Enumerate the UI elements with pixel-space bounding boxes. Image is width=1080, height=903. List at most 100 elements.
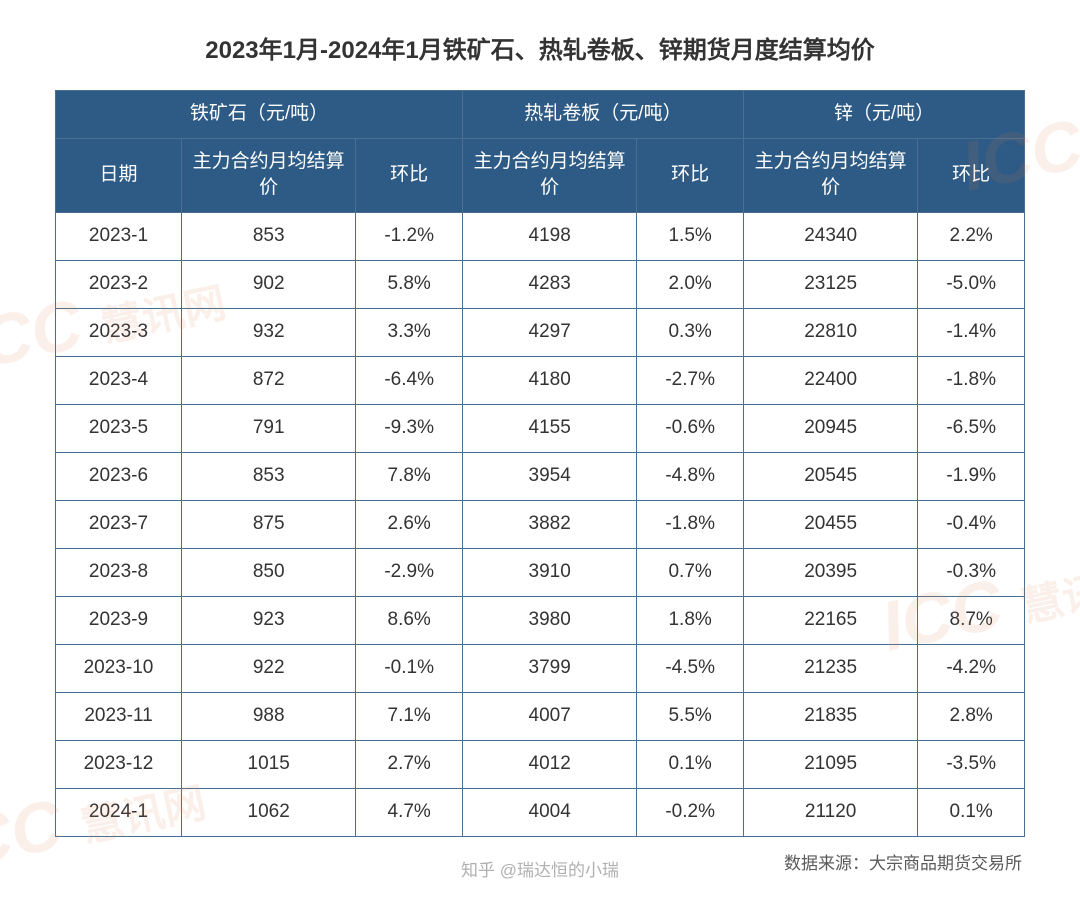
table-row: 2023-29025.8%42832.0%23125-5.0% xyxy=(56,260,1025,308)
table-cell: 3882 xyxy=(462,500,636,548)
group-header-row: 铁矿石（元/吨） 热轧卷板（元/吨） 锌（元/吨） xyxy=(56,91,1025,139)
table-cell: 8.7% xyxy=(918,596,1025,644)
table-cell: 850 xyxy=(181,548,355,596)
table-cell: 0.1% xyxy=(918,788,1025,836)
table-cell: 22400 xyxy=(743,356,917,404)
table-cell: -4.5% xyxy=(637,644,744,692)
group-header-zinc: 锌（元/吨） xyxy=(743,91,1024,139)
table-cell: 1.8% xyxy=(637,596,744,644)
table-cell: 7.1% xyxy=(356,692,463,740)
table-cell: 3799 xyxy=(462,644,636,692)
table-cell: 2023-5 xyxy=(56,404,182,452)
table-cell: 902 xyxy=(181,260,355,308)
table-cell: 5.5% xyxy=(637,692,744,740)
table-container: 铁矿石（元/吨） 热轧卷板（元/吨） 锌（元/吨） 日期 主力合约月均结算价 环… xyxy=(0,90,1080,837)
table-cell: 24340 xyxy=(743,212,917,260)
table-cell: -5.0% xyxy=(918,260,1025,308)
table-cell: 2023-10 xyxy=(56,644,182,692)
table-cell: 4004 xyxy=(462,788,636,836)
table-cell: 1015 xyxy=(181,740,355,788)
table-row: 2023-8850-2.9%39100.7%20395-0.3% xyxy=(56,548,1025,596)
table-cell: 20945 xyxy=(743,404,917,452)
table-cell: 2023-4 xyxy=(56,356,182,404)
table-cell: 988 xyxy=(181,692,355,740)
table-row: 2023-4872-6.4%4180-2.7%22400-1.8% xyxy=(56,356,1025,404)
table-cell: 4198 xyxy=(462,212,636,260)
page-title: 2023年1月-2024年1月铁矿石、热轧卷板、锌期货月度结算均价 xyxy=(0,0,1080,90)
table-cell: 922 xyxy=(181,644,355,692)
table-cell: 2.6% xyxy=(356,500,463,548)
table-cell: -0.1% xyxy=(356,644,463,692)
table-cell: 22810 xyxy=(743,308,917,356)
table-row: 2023-99238.6%39801.8%221658.7% xyxy=(56,596,1025,644)
table-cell: -6.4% xyxy=(356,356,463,404)
table-row: 2023-10922-0.1%3799-4.5%21235-4.2% xyxy=(56,644,1025,692)
table-cell: 23125 xyxy=(743,260,917,308)
table-cell: 7.8% xyxy=(356,452,463,500)
table-cell: -2.9% xyxy=(356,548,463,596)
table-cell: 1.5% xyxy=(637,212,744,260)
table-cell: -0.2% xyxy=(637,788,744,836)
table-cell: 923 xyxy=(181,596,355,644)
table-cell: 4007 xyxy=(462,692,636,740)
col-price-1: 主力合约月均结算价 xyxy=(181,138,355,212)
table-cell: -3.5% xyxy=(918,740,1025,788)
table-cell: 4297 xyxy=(462,308,636,356)
table-cell: -1.8% xyxy=(918,356,1025,404)
table-cell: 2023-2 xyxy=(56,260,182,308)
table-cell: 853 xyxy=(181,452,355,500)
table-cell: -6.5% xyxy=(918,404,1025,452)
col-pct-3: 环比 xyxy=(918,138,1025,212)
table-cell: 20455 xyxy=(743,500,917,548)
futures-price-table: 铁矿石（元/吨） 热轧卷板（元/吨） 锌（元/吨） 日期 主力合约月均结算价 环… xyxy=(55,90,1025,837)
table-cell: 21095 xyxy=(743,740,917,788)
table-cell: 5.8% xyxy=(356,260,463,308)
col-pct-2: 环比 xyxy=(637,138,744,212)
table-cell: 2023-8 xyxy=(56,548,182,596)
table-cell: -0.6% xyxy=(637,404,744,452)
table-cell: 4.7% xyxy=(356,788,463,836)
table-cell: 3.3% xyxy=(356,308,463,356)
table-cell: 2023-1 xyxy=(56,212,182,260)
table-cell: -0.4% xyxy=(918,500,1025,548)
table-cell: 3980 xyxy=(462,596,636,644)
table-cell: -0.3% xyxy=(918,548,1025,596)
table-cell: 853 xyxy=(181,212,355,260)
table-cell: -1.9% xyxy=(918,452,1025,500)
table-cell: 2.2% xyxy=(918,212,1025,260)
table-cell: 22165 xyxy=(743,596,917,644)
table-cell: -2.7% xyxy=(637,356,744,404)
table-cell: 21120 xyxy=(743,788,917,836)
table-cell: 3910 xyxy=(462,548,636,596)
table-row: 2023-1210152.7%40120.1%21095-3.5% xyxy=(56,740,1025,788)
table-cell: 2023-11 xyxy=(56,692,182,740)
table-cell: 2023-7 xyxy=(56,500,182,548)
table-cell: 3954 xyxy=(462,452,636,500)
table-cell: 4155 xyxy=(462,404,636,452)
table-cell: 2023-6 xyxy=(56,452,182,500)
table-cell: 791 xyxy=(181,404,355,452)
table-cell: -4.2% xyxy=(918,644,1025,692)
table-cell: 4012 xyxy=(462,740,636,788)
col-date: 日期 xyxy=(56,138,182,212)
table-cell: 8.6% xyxy=(356,596,463,644)
table-cell: 2.8% xyxy=(918,692,1025,740)
table-cell: 2024-1 xyxy=(56,788,182,836)
table-cell: 2.0% xyxy=(637,260,744,308)
table-cell: 21235 xyxy=(743,644,917,692)
table-cell: 872 xyxy=(181,356,355,404)
table-cell: 20395 xyxy=(743,548,917,596)
table-cell: 875 xyxy=(181,500,355,548)
table-cell: 4283 xyxy=(462,260,636,308)
table-row: 2023-119887.1%40075.5%218352.8% xyxy=(56,692,1025,740)
table-cell: -1.4% xyxy=(918,308,1025,356)
table-row: 2023-1853-1.2%41981.5%243402.2% xyxy=(56,212,1025,260)
table-cell: 0.3% xyxy=(637,308,744,356)
table-cell: 2023-9 xyxy=(56,596,182,644)
table-cell: 2023-3 xyxy=(56,308,182,356)
table-cell: -9.3% xyxy=(356,404,463,452)
col-pct-1: 环比 xyxy=(356,138,463,212)
table-cell: 4180 xyxy=(462,356,636,404)
table-row: 2023-78752.6%3882-1.8%20455-0.4% xyxy=(56,500,1025,548)
table-cell: 20545 xyxy=(743,452,917,500)
